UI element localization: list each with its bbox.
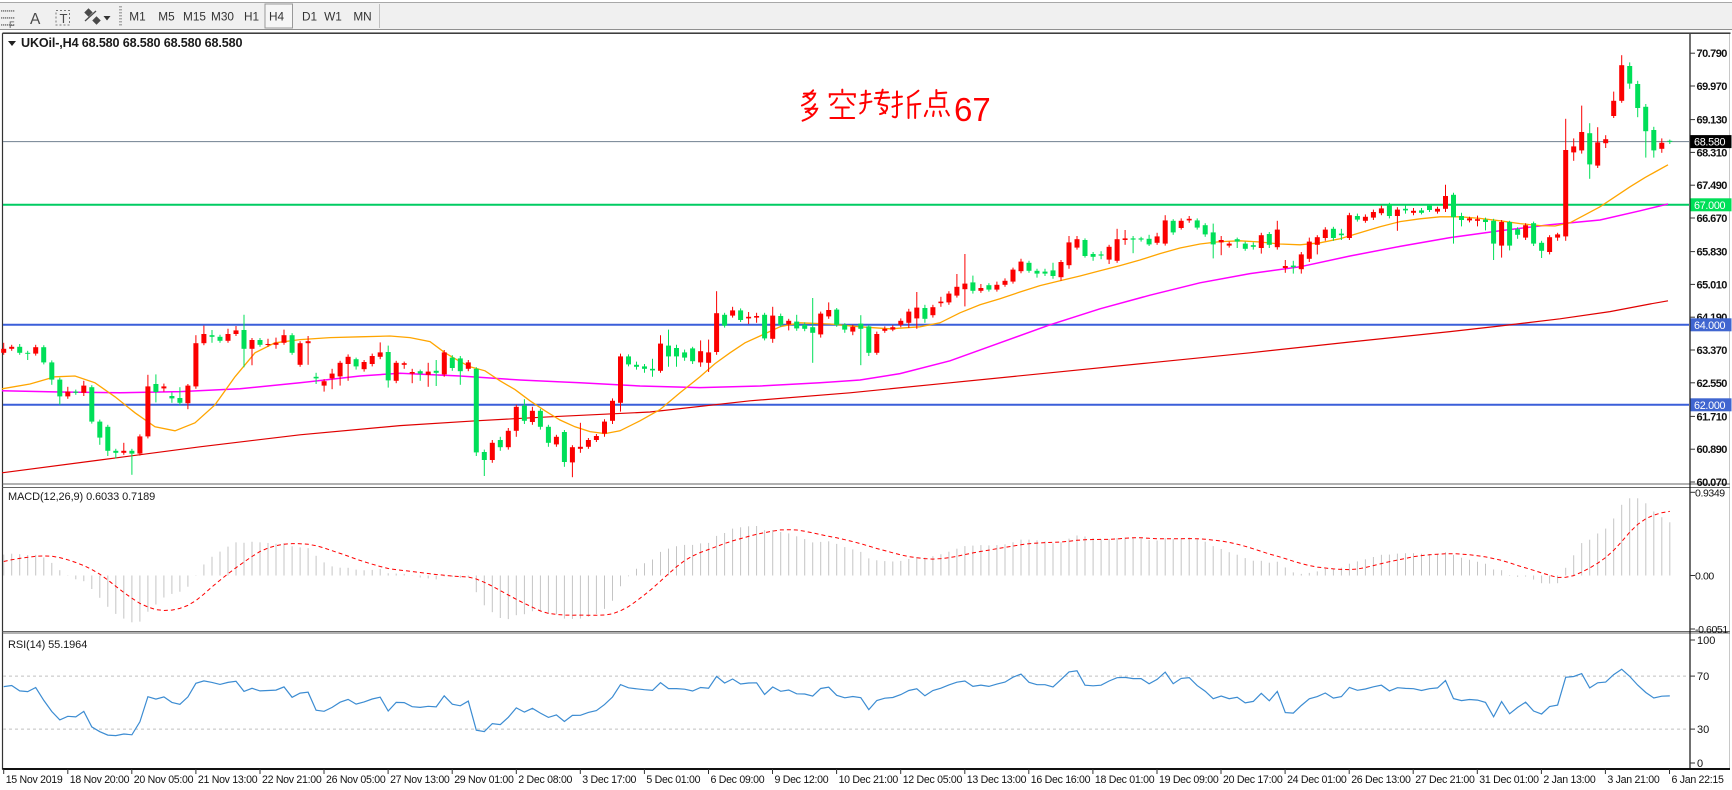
svg-text:100: 100 [1697,635,1715,647]
svg-text:M5: M5 [158,10,175,24]
svg-text:31 Dec 01:00: 31 Dec 01:00 [1479,774,1539,786]
svg-text:MACD(12,26,9) 0.6033 0.7189: MACD(12,26,9) 0.6033 0.7189 [8,491,155,503]
svg-text:63.370: 63.370 [1697,345,1728,357]
svg-text:H4: H4 [269,10,285,24]
svg-text:62.000: 62.000 [1694,400,1726,412]
svg-text:60.070: 60.070 [1697,477,1728,489]
svg-text:0: 0 [1697,758,1703,770]
svg-text:M30: M30 [211,10,234,24]
svg-text:18 Nov 20:00: 18 Nov 20:00 [70,774,130,786]
svg-text:0.00: 0.00 [1695,571,1714,583]
svg-text:UKOil-,H4 68.580 68.580 68.58: UKOil-,H4 68.580 68.580 68.580 68.580 [21,36,242,50]
svg-text:26 Dec 13:00: 26 Dec 13:00 [1351,774,1411,786]
svg-text:69.970: 69.970 [1697,81,1728,93]
svg-text:20 Nov 05:00: 20 Nov 05:00 [134,774,194,786]
svg-text:6 Dec 09:00: 6 Dec 09:00 [711,774,765,786]
svg-text:0.9349: 0.9349 [1695,487,1725,499]
svg-text:68.580: 68.580 [1694,137,1726,149]
svg-text:70.790: 70.790 [1697,48,1728,60]
svg-text:6 Jan 22:15: 6 Jan 22:15 [1672,774,1724,786]
svg-text:D1: D1 [302,10,317,24]
svg-text:T: T [60,11,68,26]
svg-text:W1: W1 [324,10,342,24]
svg-text:70: 70 [1697,671,1709,683]
svg-text:M15: M15 [183,10,206,24]
svg-text:69.130: 69.130 [1697,115,1728,127]
svg-text:5 Dec 01:00: 5 Dec 01:00 [646,774,700,786]
svg-text:61.710: 61.710 [1697,411,1728,423]
svg-text:A: A [30,11,41,28]
svg-text:60.890: 60.890 [1697,444,1728,456]
svg-text:62.550: 62.550 [1697,378,1728,390]
svg-text:67.490: 67.490 [1697,180,1728,192]
svg-text:67.000: 67.000 [1694,200,1726,212]
svg-text:16 Dec 16:00: 16 Dec 16:00 [1031,774,1091,786]
svg-text:F: F [9,20,15,30]
svg-text:19 Dec 09:00: 19 Dec 09:00 [1159,774,1219,786]
svg-text:18 Dec 01:00: 18 Dec 01:00 [1095,774,1155,786]
svg-text:9 Dec 12:00: 9 Dec 12:00 [775,774,829,786]
svg-text:22 Nov 21:00: 22 Nov 21:00 [262,774,322,786]
svg-text:21 Nov 13:00: 21 Nov 13:00 [198,774,258,786]
svg-text:MN: MN [353,10,371,24]
svg-text:24 Dec 01:00: 24 Dec 01:00 [1287,774,1347,786]
svg-text:-0.6051: -0.6051 [1695,624,1728,636]
svg-text:67: 67 [954,91,991,128]
svg-text:29 Nov 01:00: 29 Nov 01:00 [454,774,514,786]
svg-text:3 Dec 17:00: 3 Dec 17:00 [582,774,636,786]
svg-text:27 Nov 13:00: 27 Nov 13:00 [390,774,450,786]
svg-text:10 Dec 21:00: 10 Dec 21:00 [839,774,899,786]
svg-text:20 Dec 17:00: 20 Dec 17:00 [1223,774,1283,786]
svg-text:H1: H1 [244,10,259,24]
svg-text:66.670: 66.670 [1697,213,1728,225]
svg-text:27 Dec 21:00: 27 Dec 21:00 [1415,774,1475,786]
svg-text:RSI(14) 55.1964: RSI(14) 55.1964 [8,639,87,651]
svg-text:M1: M1 [129,10,145,24]
svg-text:65.830: 65.830 [1697,247,1728,259]
svg-text:3 Jan 21:00: 3 Jan 21:00 [1607,774,1659,786]
svg-text:65.010: 65.010 [1697,279,1728,291]
svg-text:13 Dec 13:00: 13 Dec 13:00 [967,774,1027,786]
svg-text:30: 30 [1697,724,1709,736]
svg-text:64.000: 64.000 [1694,320,1726,332]
svg-text:15 Nov 2019: 15 Nov 2019 [6,774,63,786]
svg-text:2 Jan 13:00: 2 Jan 13:00 [1543,774,1595,786]
svg-text:2 Dec 08:00: 2 Dec 08:00 [518,774,572,786]
svg-text:68.310: 68.310 [1697,147,1728,159]
svg-text:26 Nov 05:00: 26 Nov 05:00 [326,774,386,786]
svg-text:12 Dec 05:00: 12 Dec 05:00 [903,774,963,786]
